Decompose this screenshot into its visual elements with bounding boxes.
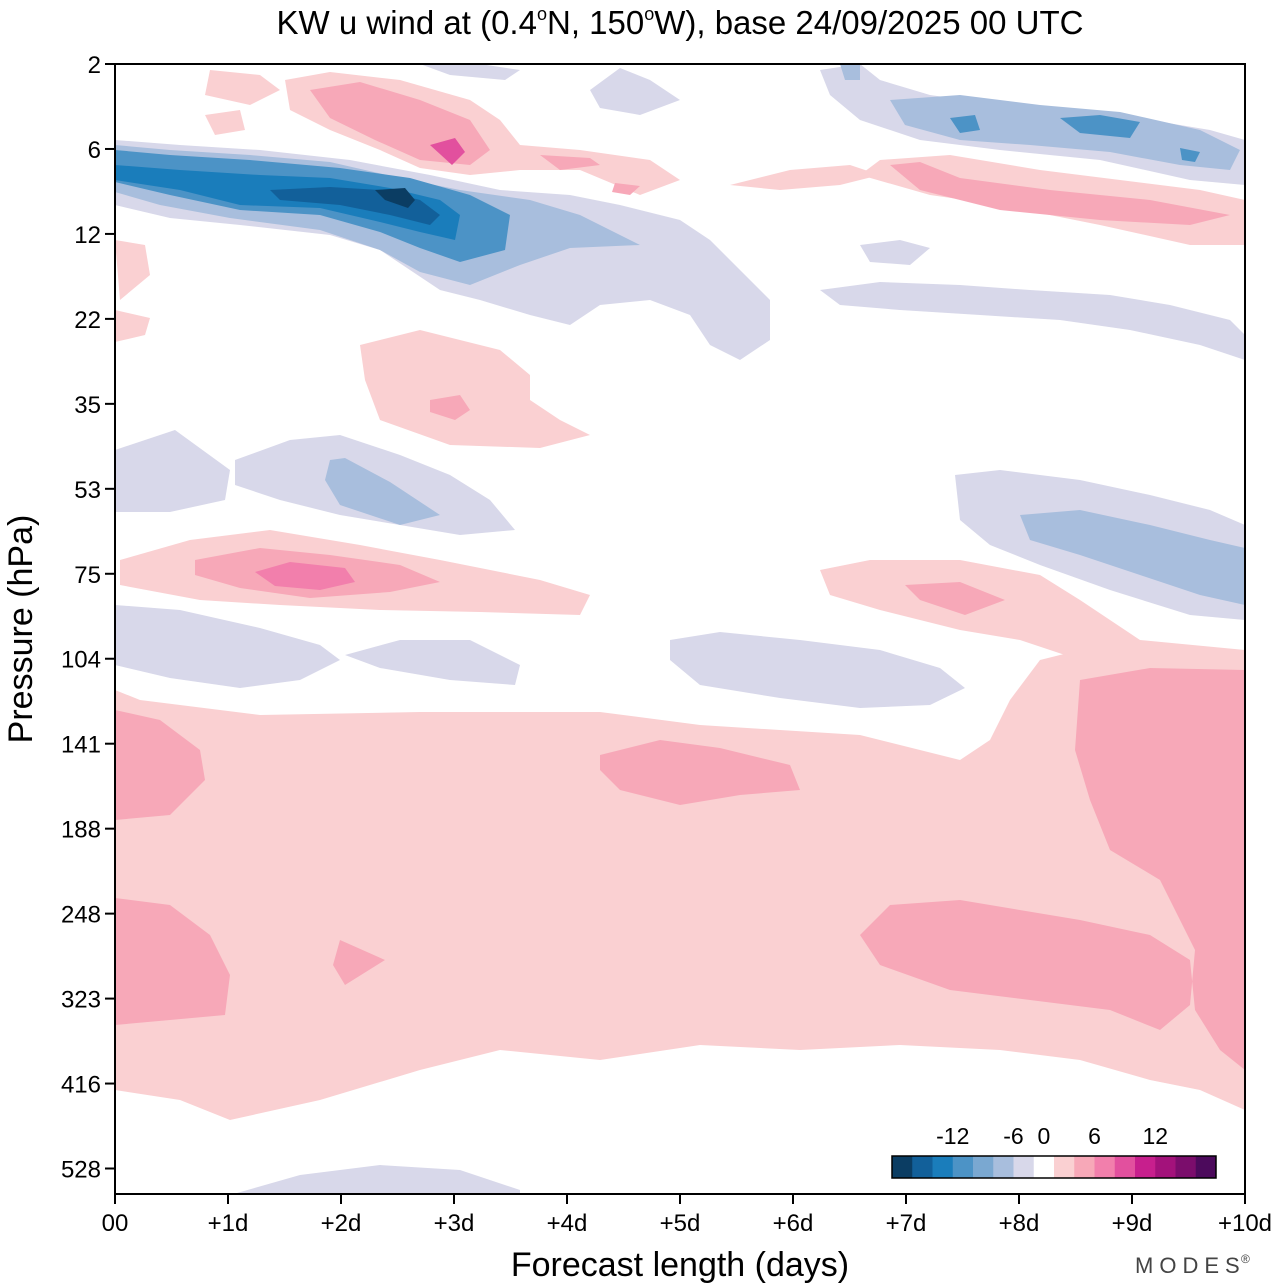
contour-strong-easterly-core xyxy=(115,115,1200,262)
y-tick-label: 323 xyxy=(61,987,101,1014)
x-axis: 00 +1d +2d +3d +4d +5d +6d +7d +8d +9d +10d xyxy=(102,1194,1272,1237)
colorbar-swatch xyxy=(1054,1156,1075,1178)
modes-registered-mark: ® xyxy=(1241,1252,1250,1266)
colorbar-swatch xyxy=(1074,1156,1095,1178)
x-tick-label: +1d xyxy=(208,1210,249,1237)
contour-very-strong-easterly-core xyxy=(115,165,460,240)
contour-weak-westerly-35hPa xyxy=(360,330,590,448)
y-axis-title: Pressure (hPa) xyxy=(2,515,40,744)
colorbar-labels: -12 -6 0 6 12 xyxy=(936,1123,1168,1149)
colorbar-swatch xyxy=(993,1156,1014,1178)
colorbar-tick-label: 6 xyxy=(1088,1123,1101,1149)
y-tick-label: 75 xyxy=(74,562,101,589)
colorbar-swatch xyxy=(952,1156,974,1178)
contour-field xyxy=(115,64,1245,1194)
y-tick-label: 2 xyxy=(88,52,101,79)
x-tick-label: +7d xyxy=(886,1210,927,1237)
contour-weak-westerly-lower-troposphere xyxy=(115,650,1245,1120)
colorbar-swatch xyxy=(1135,1156,1156,1178)
colorbar xyxy=(891,1155,1217,1179)
y-tick-label: 104 xyxy=(61,647,101,674)
colorbar-swatch xyxy=(912,1156,933,1178)
y-tick-label: 248 xyxy=(61,902,101,929)
colorbar-tick-label: 0 xyxy=(1037,1123,1050,1149)
colorbar-swatch xyxy=(892,1156,913,1178)
contour-moderate-westerly-75hPa xyxy=(195,395,1005,615)
contour-moderate-easterly-upper xyxy=(115,64,1245,605)
contour-moderate-westerly-upper xyxy=(310,82,1230,225)
x-tick-label: +6d xyxy=(773,1210,814,1237)
x-tick-label: +8d xyxy=(999,1210,1040,1237)
colorbar-swatch xyxy=(1033,1156,1055,1178)
y-tick-label: 6 xyxy=(88,137,101,164)
colorbar-swatch xyxy=(1175,1156,1197,1178)
contour-weak-easterly-104hPa xyxy=(115,605,965,1194)
colorbar-tick-label: 12 xyxy=(1142,1123,1168,1149)
y-tick-label: 188 xyxy=(61,817,101,844)
y-tick-label: 53 xyxy=(74,477,101,504)
colorbar-tick-label: -12 xyxy=(936,1123,969,1149)
x-tick-label: +10d xyxy=(1218,1210,1272,1237)
y-axis: 2 6 12 22 35 53 75 104 141 188 248 323 416 528 xyxy=(61,52,115,1184)
contour-strong-westerly-upper xyxy=(430,138,465,165)
modes-brand: MODES xyxy=(1135,1253,1246,1278)
x-tick-label: +4d xyxy=(547,1210,588,1237)
x-tick-label: +3d xyxy=(434,1210,475,1237)
colorbar-tick-label: -6 xyxy=(1003,1123,1023,1149)
colorbar-swatch xyxy=(1114,1156,1136,1178)
colorbar-swatch xyxy=(1155,1156,1176,1178)
x-tick-label: +2d xyxy=(321,1210,362,1237)
y-tick-label: 141 xyxy=(61,732,101,759)
chart-title: KW u wind at (0.4oN, 150oW), base 24/09/… xyxy=(277,4,1084,41)
contour-peak-easterly-core xyxy=(375,188,415,208)
y-tick-label: 528 xyxy=(61,1157,101,1184)
x-axis-title: Forecast length (days) xyxy=(511,1246,849,1284)
colorbar-swatch xyxy=(932,1156,954,1178)
y-tick-label: 416 xyxy=(61,1072,101,1099)
colorbar-swatch xyxy=(973,1156,994,1178)
x-tick-label: +5d xyxy=(660,1210,701,1237)
x-tick-label: 00 xyxy=(102,1210,129,1237)
contour-strong-westerly-75hPa xyxy=(255,562,355,590)
y-tick-label: 12 xyxy=(74,222,101,249)
contour-moderate-westerly-lower xyxy=(115,668,1245,1070)
contour-weak-easterly-53hPa xyxy=(115,430,1245,620)
y-tick-label: 22 xyxy=(74,307,101,334)
colorbar-swatch xyxy=(1013,1156,1035,1178)
x-tick-label: +9d xyxy=(1112,1210,1153,1237)
colorbar-swatch xyxy=(1195,1156,1217,1178)
y-tick-label: 35 xyxy=(74,392,101,419)
colorbar-swatch xyxy=(1094,1156,1116,1178)
colorbar-frame xyxy=(891,1155,1217,1179)
